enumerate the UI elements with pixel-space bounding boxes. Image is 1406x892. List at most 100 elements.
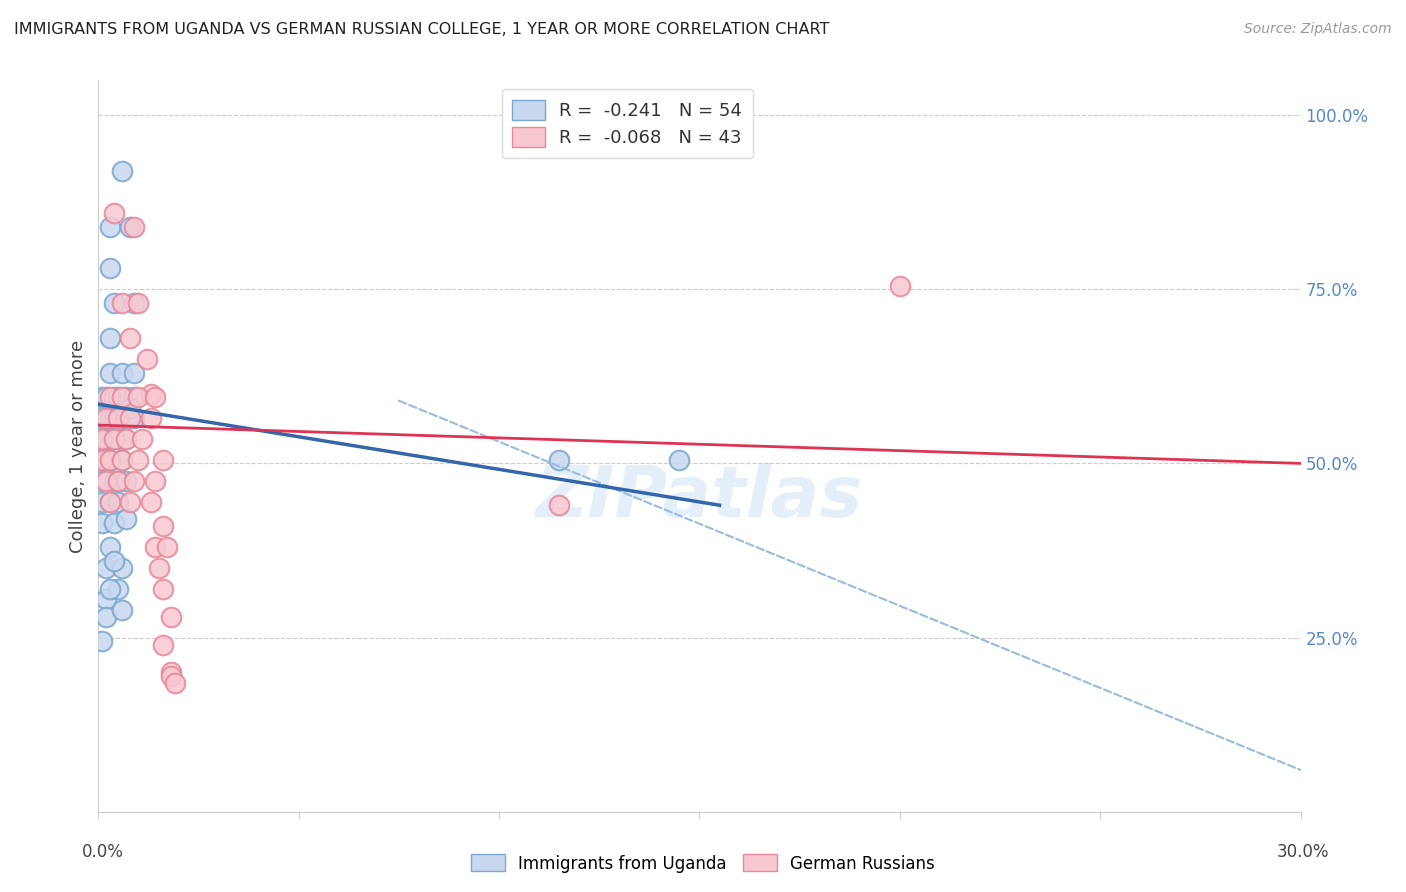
Point	[120, 219, 142, 234]
Point	[91, 411, 114, 425]
Point	[143, 540, 166, 554]
Point	[107, 411, 129, 425]
Point	[159, 609, 181, 624]
Point	[124, 474, 146, 488]
Text: 30.0%: 30.0%	[1277, 843, 1330, 861]
Point	[107, 474, 129, 488]
Point	[111, 390, 134, 404]
Point	[163, 676, 186, 690]
Point	[91, 494, 114, 508]
Point	[143, 474, 166, 488]
Text: 0.0%: 0.0%	[82, 843, 124, 861]
Point	[111, 296, 134, 310]
Legend: Immigrants from Uganda, German Russians: Immigrants from Uganda, German Russians	[465, 847, 941, 880]
Point	[111, 603, 134, 617]
Point	[103, 516, 125, 530]
Point	[100, 540, 122, 554]
Point	[107, 494, 129, 508]
Point	[103, 432, 125, 446]
Point	[96, 561, 118, 575]
Point	[100, 453, 122, 467]
Point	[100, 494, 122, 508]
Point	[107, 582, 129, 596]
Point	[91, 390, 114, 404]
Point	[152, 519, 174, 533]
Point	[100, 494, 122, 508]
Point	[103, 205, 125, 219]
Point	[111, 453, 134, 467]
Point	[111, 561, 134, 575]
Point	[124, 219, 146, 234]
Point	[128, 453, 150, 467]
Point	[124, 390, 146, 404]
Point	[120, 401, 142, 415]
Point	[115, 432, 138, 446]
Point	[96, 411, 118, 425]
Point	[120, 411, 142, 425]
Point	[100, 411, 122, 425]
Point	[131, 432, 153, 446]
Point	[115, 512, 138, 526]
Point	[100, 390, 122, 404]
Point	[135, 351, 157, 366]
Point	[100, 331, 122, 345]
Point	[103, 554, 125, 568]
Point	[91, 432, 114, 446]
Point	[103, 432, 125, 446]
Point	[139, 411, 162, 425]
Point	[91, 432, 114, 446]
Text: IMMIGRANTS FROM UGANDA VS GERMAN RUSSIAN COLLEGE, 1 YEAR OR MORE CORRELATION CHA: IMMIGRANTS FROM UGANDA VS GERMAN RUSSIAN…	[14, 22, 830, 37]
Point	[152, 453, 174, 467]
Point	[91, 453, 114, 467]
Point	[103, 296, 125, 310]
Point	[152, 638, 174, 652]
Point	[159, 665, 181, 680]
Point	[96, 390, 118, 404]
Point	[115, 411, 138, 425]
Point	[115, 474, 138, 488]
Point	[111, 164, 134, 178]
Point	[548, 453, 571, 467]
Point	[96, 432, 118, 446]
Point	[100, 219, 122, 234]
Point	[128, 296, 150, 310]
Point	[96, 453, 118, 467]
Point	[100, 582, 122, 596]
Point	[120, 494, 142, 508]
Point	[115, 390, 138, 404]
Point	[124, 296, 146, 310]
Point	[889, 278, 911, 293]
Point	[96, 592, 118, 607]
Point	[107, 474, 129, 488]
Point	[96, 474, 118, 488]
Point	[107, 390, 129, 404]
Point	[111, 366, 134, 380]
Point	[107, 432, 129, 446]
Point	[103, 474, 125, 488]
Point	[91, 634, 114, 648]
Point	[91, 453, 114, 467]
Point	[115, 432, 138, 446]
Point	[103, 411, 125, 425]
Point	[124, 411, 146, 425]
Point	[128, 390, 150, 404]
Point	[103, 390, 125, 404]
Point	[91, 474, 114, 488]
Point	[143, 390, 166, 404]
Point	[100, 453, 122, 467]
Point	[139, 386, 162, 401]
Point	[668, 453, 690, 467]
Point	[152, 582, 174, 596]
Legend: R =  -0.241   N = 54, R =  -0.068   N = 43: R = -0.241 N = 54, R = -0.068 N = 43	[502, 89, 754, 158]
Point	[91, 516, 114, 530]
Point	[100, 261, 122, 276]
Point	[120, 331, 142, 345]
Point	[124, 366, 146, 380]
Point	[96, 609, 118, 624]
Point	[139, 494, 162, 508]
Point	[159, 669, 181, 683]
Text: Source: ZipAtlas.com: Source: ZipAtlas.com	[1244, 22, 1392, 37]
Point	[155, 540, 177, 554]
Point	[548, 498, 571, 512]
Point	[111, 411, 134, 425]
